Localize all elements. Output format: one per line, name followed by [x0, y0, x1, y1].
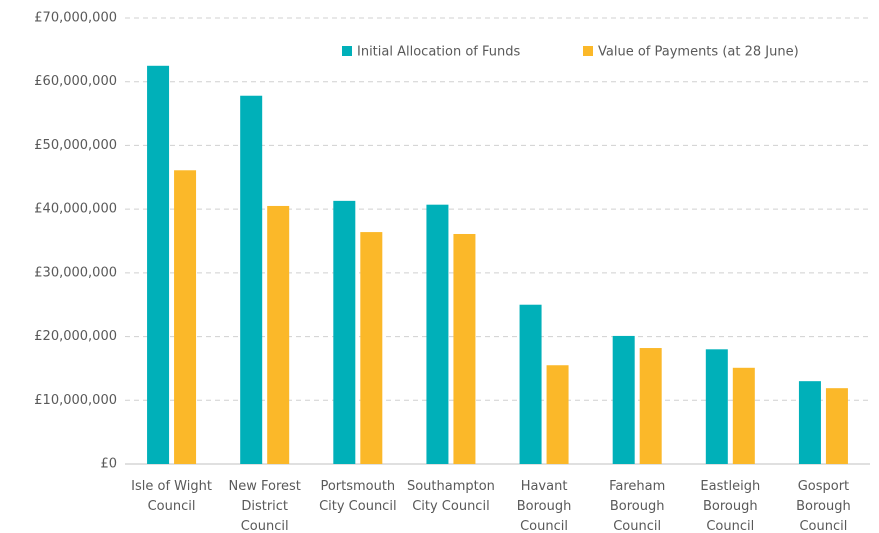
x-tick-line: New Forest [228, 479, 300, 494]
x-tick-line: Fareham [609, 479, 665, 494]
y-tick-label: £10,000,000 [34, 393, 117, 408]
y-tick-label: £20,000,000 [34, 329, 117, 344]
x-tick-line: City Council [412, 499, 490, 514]
bar [798, 381, 821, 464]
y-tick-label: £70,000,000 [34, 11, 117, 26]
x-tick-label: Fareham Borough Council [609, 479, 665, 533]
y-tick-label: £50,000,000 [34, 138, 117, 153]
x-tick-line: Portsmouth [320, 479, 395, 494]
x-tick-label: Isle of Wight Council [131, 479, 212, 514]
bar [705, 349, 728, 464]
x-tick-line: Council [706, 519, 754, 533]
x-tick-line: District [241, 499, 288, 514]
x-tick-line: City Council [319, 499, 397, 514]
x-tick-line: Borough [703, 499, 758, 514]
x-tick-label: New Forest District Council [228, 479, 300, 533]
x-tick-line: Borough [517, 499, 572, 514]
x-tick-line: Council [520, 519, 568, 533]
bar [147, 65, 170, 465]
x-tick-line: Council [241, 519, 289, 533]
bar [360, 232, 383, 464]
x-tick-label: Portsmouth City Council [319, 479, 397, 514]
bar [240, 95, 263, 464]
bar [732, 367, 755, 464]
x-tick-label: Havant Borough Council [517, 479, 572, 533]
legend-label: Initial Allocation of Funds [357, 45, 520, 60]
x-tick-line: Council [613, 519, 661, 533]
legend-label: Value of Payments (at 28 June) [598, 45, 799, 60]
bar [426, 204, 449, 464]
x-tick-label: Gosport Borough Council [796, 479, 851, 533]
bar [612, 335, 635, 464]
x-tick-line: Borough [610, 499, 665, 514]
x-tick-line: Borough [796, 499, 851, 514]
bar [639, 348, 662, 464]
bar [825, 388, 848, 464]
x-tick-line: Southampton [407, 479, 495, 494]
x-tick-label: Southampton City Council [407, 479, 495, 514]
bar [519, 304, 542, 464]
bar [333, 200, 356, 465]
x-tick-line: Havant [521, 479, 568, 494]
bar [267, 205, 290, 464]
bar [453, 233, 476, 464]
legend-swatch [583, 46, 593, 56]
bar [546, 365, 569, 464]
y-tick-label: £60,000,000 [34, 74, 117, 89]
y-tick-label: £40,000,000 [34, 202, 117, 217]
legend-swatch [342, 46, 352, 56]
x-tick-label: Eastleigh Borough Council [700, 479, 760, 533]
x-tick-line: Gosport [798, 479, 849, 494]
bar [174, 170, 197, 464]
x-tick-line: Eastleigh [700, 479, 760, 494]
x-tick-line: Isle of Wight [131, 479, 212, 494]
y-tick-label: £0 [100, 457, 117, 472]
y-tick-label: £30,000,000 [34, 265, 117, 280]
x-tick-line: Council [148, 499, 196, 514]
x-tick-line: Council [799, 519, 847, 533]
